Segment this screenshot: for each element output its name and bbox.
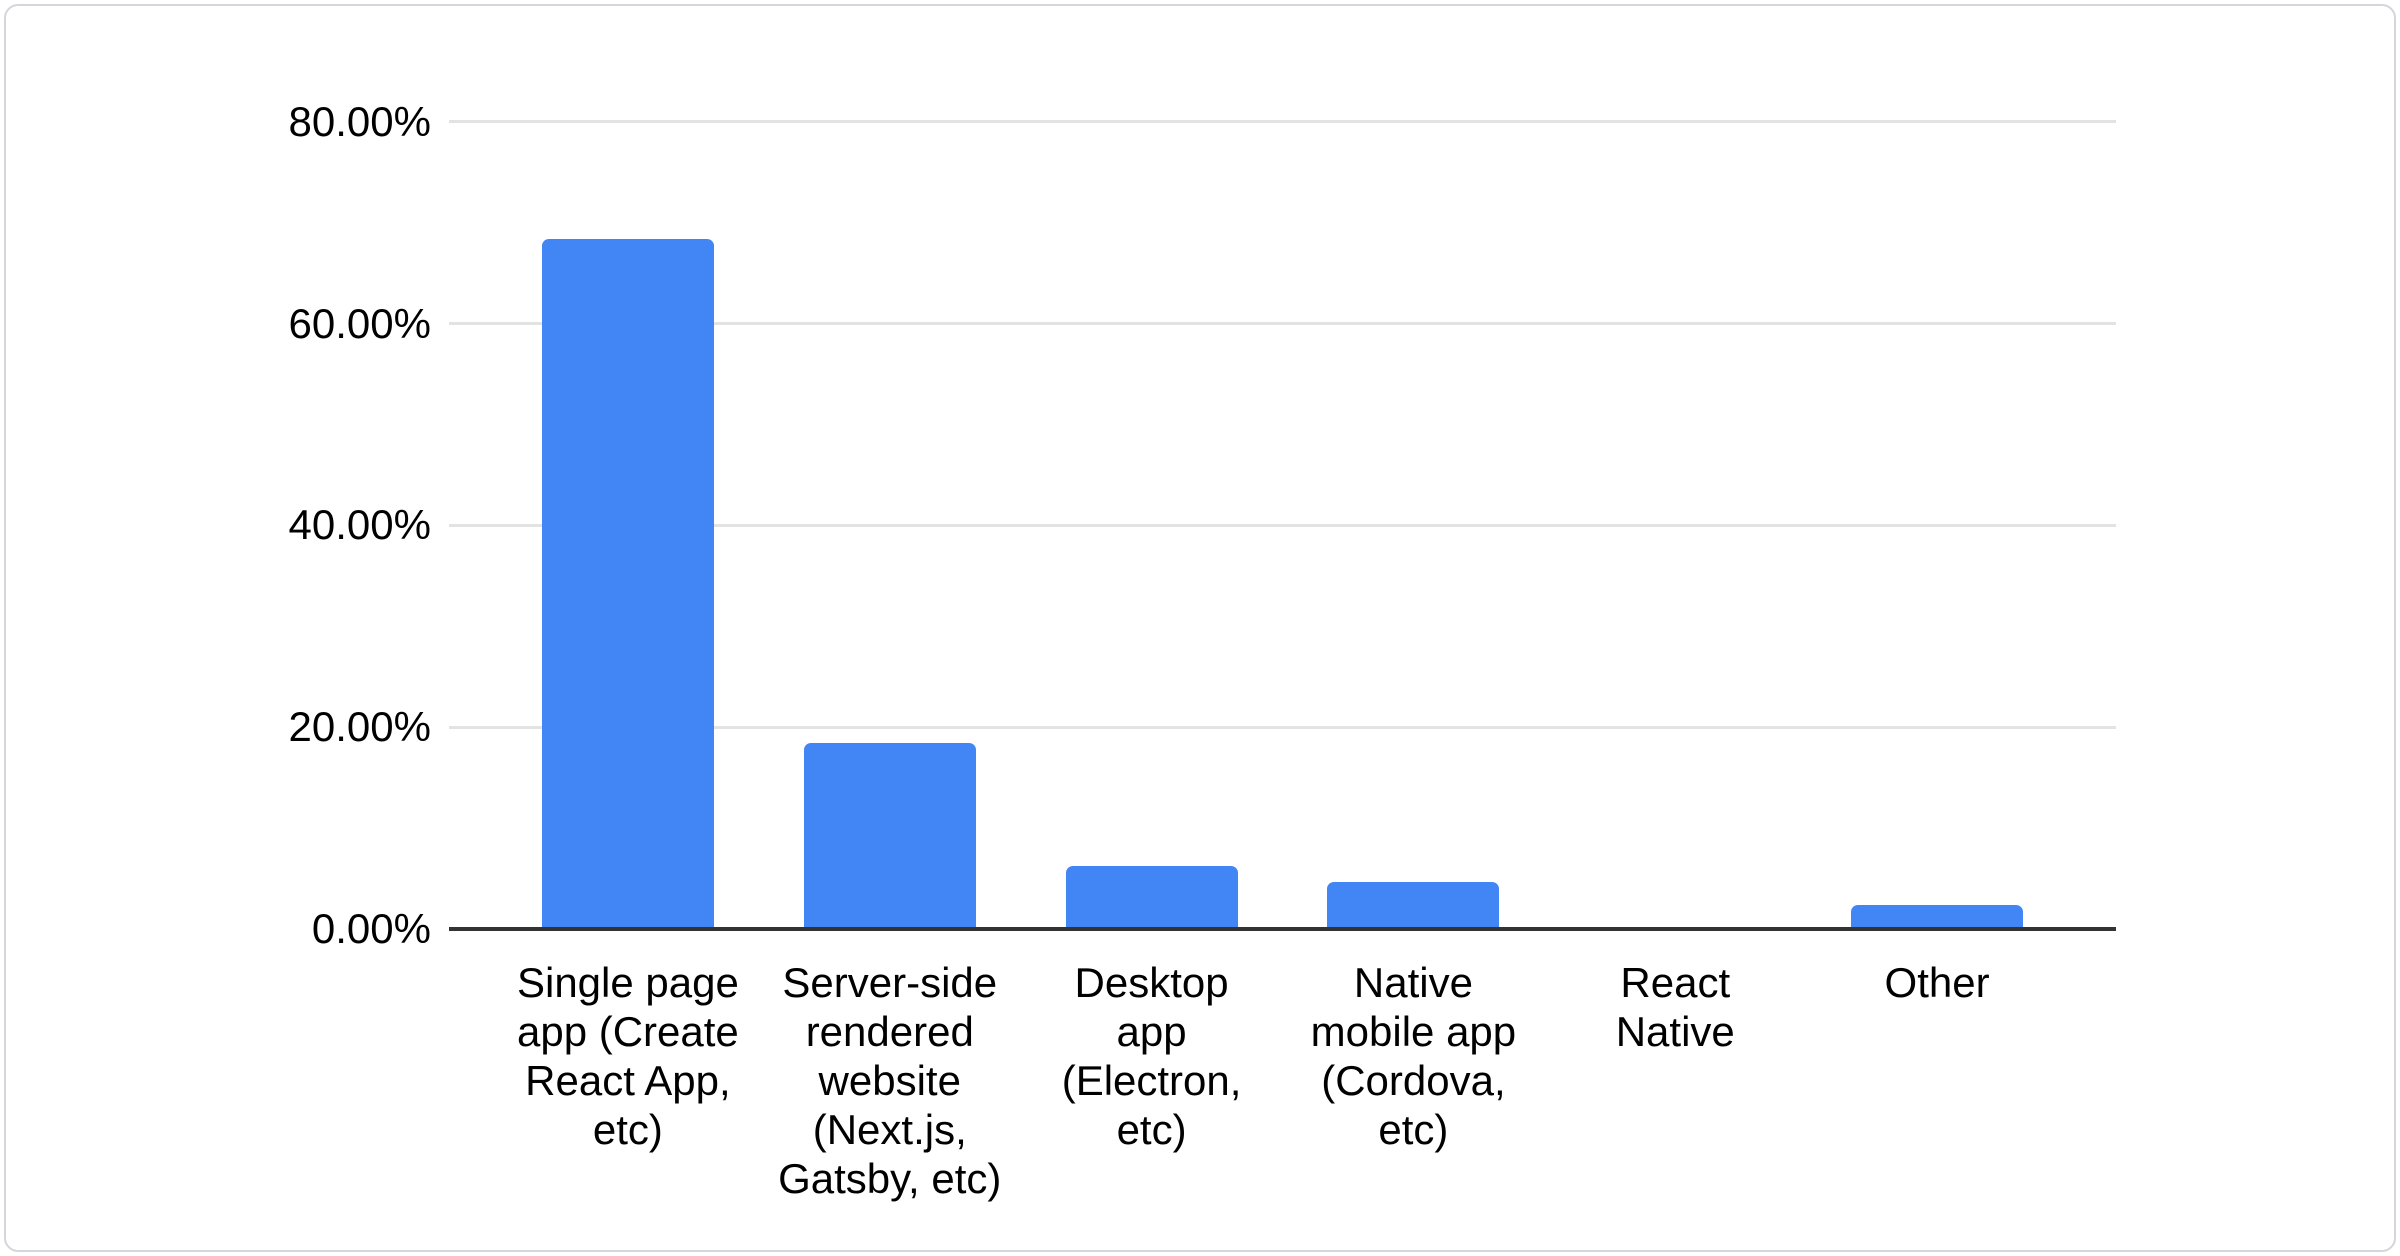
y-axis-tick-label-40: 40.00% <box>288 501 431 549</box>
x-axis-category-label-desktop-app-electron-etc: Desktop app (Electron, etc) <box>1061 959 1242 1153</box>
x-axis-category-label-native-mobile-app-cordova-etc: Native mobile app (Cordova, etc) <box>1310 959 1517 1153</box>
gridline-20 <box>449 725 2116 729</box>
chart-card: 0.00% 20.00% 40.00% 60.00% 80.00% Single page… <box>4 4 2396 1252</box>
bar-server-side-rendered-website-next-js-gat[interactable] <box>803 743 976 929</box>
x-axis-line <box>449 927 2116 931</box>
y-axis-tick-label-0: 0.00% <box>311 905 431 952</box>
x-axis-category-label-react-native: React Native <box>1615 959 1735 1055</box>
x-axis-category-label-single-page-app-create-react-app-etc: Single page app (Create React App, etc) <box>516 959 739 1153</box>
gridline-80 <box>449 120 2116 124</box>
y-axis-tick-label-60: 60.00% <box>288 299 431 347</box>
x-axis-category-label-other: Other <box>1884 959 1990 1006</box>
gridline-60 <box>449 322 2116 326</box>
gridline-40 <box>449 523 2116 527</box>
bar-single-page-app-create-react-app-etc[interactable] <box>541 239 714 929</box>
bar-native-mobile-app-cordova-etc[interactable] <box>1327 882 1500 929</box>
x-axis-category-label-server-side-rendered-website-next-js-gat: Server-side rendered website (Next.js, G… <box>778 959 1002 1202</box>
bar-desktop-app-electron-etc[interactable] <box>1065 866 1238 929</box>
y-axis-tick-label-20: 20.00% <box>288 703 431 751</box>
bar-other[interactable] <box>1851 905 2024 929</box>
bar-chart-plot-area: 0.00% 20.00% 40.00% 60.00% 80.00% Single page… <box>6 6 2400 1256</box>
y-axis-tick-label-80: 80.00% <box>288 97 431 145</box>
